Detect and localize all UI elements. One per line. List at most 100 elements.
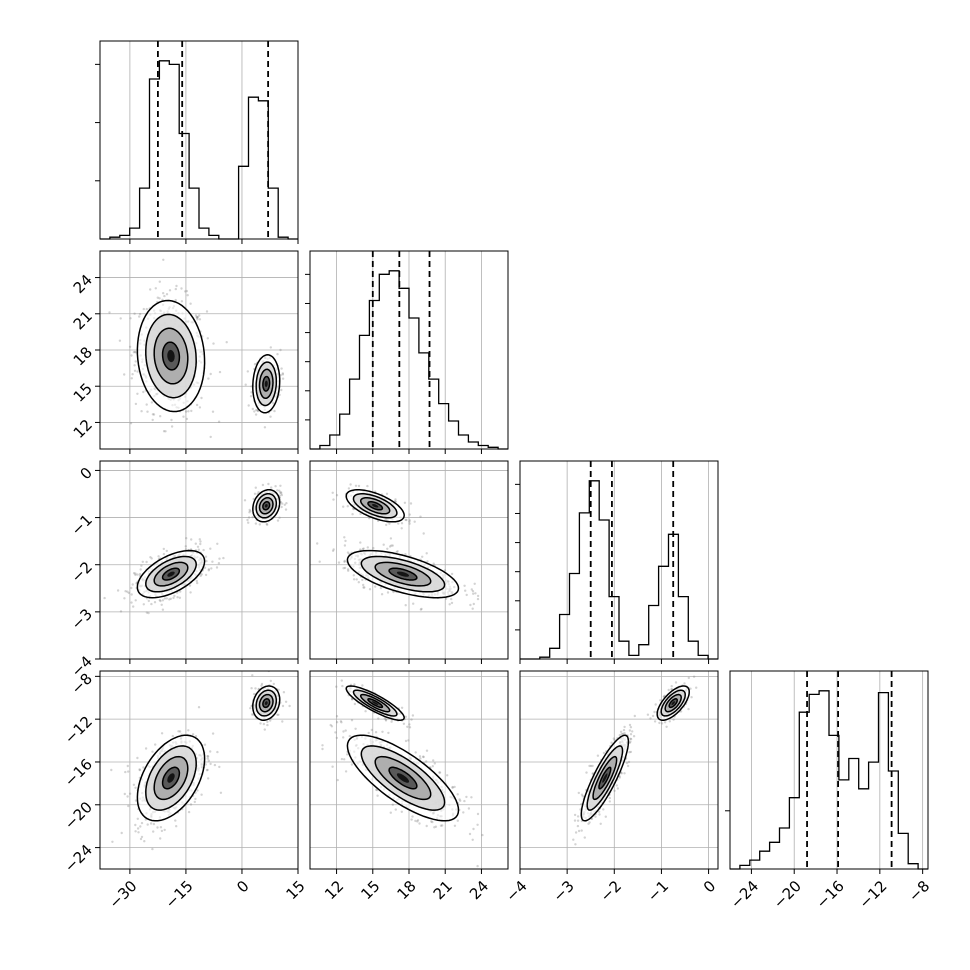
- sample-point: [612, 737, 616, 740]
- sample-point: [138, 768, 141, 771]
- sample-point: [197, 706, 201, 709]
- sample-point: [321, 747, 324, 751]
- contour: [345, 685, 405, 721]
- sample-point: [361, 548, 365, 551]
- sample-point: [410, 818, 413, 821]
- sample-point: [283, 503, 286, 506]
- sample-point: [410, 718, 413, 721]
- sample-point: [170, 418, 173, 422]
- contour: [252, 489, 281, 523]
- sample-point: [150, 602, 153, 606]
- sample-point: [198, 538, 201, 541]
- sample-point: [628, 729, 632, 732]
- sample-point: [408, 513, 411, 516]
- sample-point: [404, 518, 407, 522]
- sample-point: [432, 759, 435, 762]
- sample-point: [204, 555, 208, 558]
- contour: [359, 693, 391, 713]
- panel-frame: [519, 460, 719, 660]
- sample-point: [103, 596, 106, 600]
- sample-point: [431, 765, 434, 768]
- sample-point: [280, 388, 283, 392]
- sample-point: [159, 599, 162, 603]
- sample-point: [159, 415, 162, 418]
- sample-point: [156, 826, 159, 829]
- sample-point: [203, 566, 207, 569]
- sample-point: [408, 519, 411, 522]
- sample-point: [352, 578, 356, 581]
- sample-point: [576, 815, 580, 818]
- sample-point: [207, 777, 210, 780]
- sample-point: [218, 765, 221, 769]
- sample-point: [451, 786, 454, 789]
- panel-frame: [99, 40, 299, 240]
- sample-point: [276, 489, 279, 492]
- sample-point: [465, 795, 468, 799]
- sample-point: [379, 586, 383, 590]
- sample-point: [397, 522, 400, 525]
- sample-point: [372, 546, 375, 550]
- sample-point: [343, 566, 347, 570]
- sample-point: [387, 731, 390, 735]
- sample-point: [266, 523, 269, 526]
- sample-point: [629, 750, 633, 754]
- sample-point: [385, 523, 388, 527]
- contour: [255, 361, 278, 407]
- sample-point: [386, 591, 390, 594]
- sample-point: [263, 426, 267, 429]
- sample-point: [120, 831, 123, 835]
- sample-point: [218, 557, 221, 560]
- sample-point: [159, 826, 163, 829]
- sample-point: [266, 723, 269, 727]
- sample-point: [670, 685, 673, 688]
- sample-point: [186, 294, 189, 297]
- contour: [161, 341, 181, 371]
- sample-point: [190, 538, 193, 541]
- sample-point: [270, 486, 273, 489]
- sample-point: [140, 410, 143, 413]
- sample-point: [278, 489, 281, 492]
- sample-point: [453, 785, 456, 789]
- contour: [586, 745, 624, 811]
- sample-point: [138, 572, 142, 576]
- x-tick-label: 0: [233, 877, 252, 896]
- sample-point: [426, 560, 429, 563]
- contour: [592, 755, 618, 801]
- sample-point: [138, 312, 142, 316]
- sample-point: [618, 776, 621, 779]
- sample-point: [160, 829, 164, 833]
- contour: [145, 555, 197, 593]
- sample-point: [284, 700, 288, 703]
- sample-point: [175, 825, 178, 828]
- sample-point: [425, 552, 428, 555]
- sample-point: [350, 763, 354, 766]
- sample-point: [362, 583, 365, 587]
- sample-point: [332, 498, 335, 501]
- sample-point: [196, 315, 199, 319]
- sample-point: [431, 820, 434, 824]
- sample-point: [249, 510, 252, 513]
- sample-point: [162, 547, 165, 551]
- sample-point: [132, 572, 136, 575]
- sample-point: [330, 725, 334, 728]
- sample-point: [463, 799, 466, 803]
- sample-point: [254, 687, 257, 690]
- density-peak: [264, 504, 268, 508]
- sample-point: [361, 684, 364, 687]
- sample-point: [207, 377, 210, 380]
- sample-point: [588, 764, 591, 768]
- sample-point: [432, 562, 435, 565]
- sample-point: [139, 837, 143, 841]
- sample-point: [406, 725, 409, 728]
- sample-point: [687, 707, 690, 711]
- sample-point: [162, 292, 165, 295]
- sample-point: [179, 590, 182, 593]
- sample-point: [126, 590, 129, 593]
- sample-point: [273, 409, 276, 413]
- density-peak: [671, 701, 675, 705]
- sample-point: [444, 597, 448, 600]
- sample-point: [198, 314, 201, 317]
- sample-point: [163, 294, 166, 298]
- sample-point: [187, 810, 191, 814]
- sample-point: [381, 730, 384, 733]
